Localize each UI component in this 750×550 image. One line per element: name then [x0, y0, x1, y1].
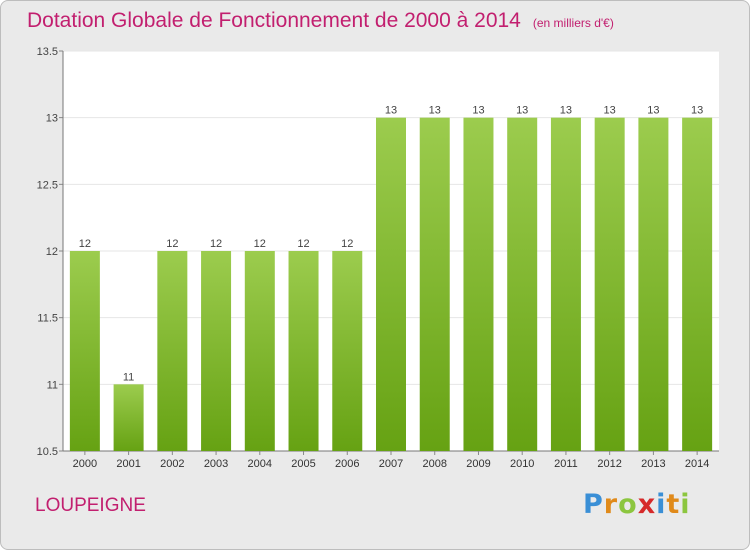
x-tick-label: 2007 [379, 458, 403, 470]
data-label: 12 [254, 238, 266, 250]
brand-letter: i [680, 489, 691, 520]
x-tick-label: 2013 [641, 458, 665, 470]
data-label: 12 [297, 238, 309, 250]
bar-2004 [244, 251, 275, 451]
bar-2012 [594, 117, 625, 452]
data-label: 12 [166, 238, 178, 250]
brand-letter: r [603, 489, 619, 520]
bar-2010 [507, 117, 538, 452]
proxiti-logo: Proxiti [583, 489, 691, 520]
data-label: 13 [647, 105, 659, 117]
data-label: 13 [472, 105, 484, 117]
x-tick-label: 2000 [73, 458, 97, 470]
x-tick-label: 2002 [160, 458, 184, 470]
bar-2005 [288, 251, 319, 451]
y-tick-label: 11.5 [37, 313, 58, 325]
bar-2002 [157, 251, 188, 451]
x-tick-label: 2005 [291, 458, 315, 470]
x-tick-label: 2011 [554, 458, 578, 470]
y-tick-label: 13 [46, 113, 58, 125]
data-label: 13 [691, 105, 703, 117]
x-tick-label: 2008 [422, 458, 446, 470]
x-tick-label: 2001 [116, 458, 140, 470]
x-tick-label: 2012 [597, 458, 621, 470]
y-tick-label: 13.5 [37, 46, 58, 58]
x-tick-label: 2010 [510, 458, 534, 470]
y-tick-label: 12 [46, 246, 58, 258]
bar-2001 [113, 384, 144, 451]
bar-2009 [463, 117, 494, 452]
y-tick-label: 10.5 [37, 446, 58, 458]
data-label: 13 [429, 105, 441, 117]
x-tick-label: 2004 [248, 458, 272, 470]
chart-unit: (en milliers d'€) [532, 16, 614, 30]
brand-letter: t [666, 489, 681, 520]
data-label: 13 [385, 105, 397, 117]
bar-2000 [69, 251, 100, 451]
data-label: 11 [123, 371, 134, 383]
brand-letter: P [583, 489, 604, 520]
bar-2003 [201, 251, 232, 451]
bar-2006 [332, 251, 363, 451]
y-tick-label: 11 [47, 379, 58, 391]
x-tick-label: 2009 [466, 458, 490, 470]
data-label: 13 [560, 105, 572, 117]
data-label: 12 [341, 238, 353, 250]
bar-2007 [376, 117, 406, 452]
bar-2011 [550, 117, 581, 452]
data-label: 12 [210, 238, 222, 250]
y-tick-label: 12.5 [37, 179, 58, 191]
brand-letter: x [637, 489, 657, 520]
x-tick-label: 2014 [685, 458, 709, 470]
data-label: 13 [604, 105, 616, 117]
chart-title: Dotation Globale de Fonctionnement de 20… [27, 9, 614, 33]
chart-title-text: Dotation Globale de Fonctionnement de 20… [27, 9, 521, 32]
data-label: 13 [516, 105, 528, 117]
bar-2014 [682, 117, 713, 452]
commune-name: LOUPEIGNE [35, 495, 146, 516]
bar-2008 [419, 117, 450, 452]
x-tick-label: 2006 [335, 458, 359, 470]
brand-letter: o [618, 489, 638, 520]
x-tick-label: 2003 [204, 458, 228, 470]
bar-2013 [638, 117, 669, 452]
data-label: 12 [79, 238, 91, 250]
brand-letter: i [656, 489, 667, 520]
